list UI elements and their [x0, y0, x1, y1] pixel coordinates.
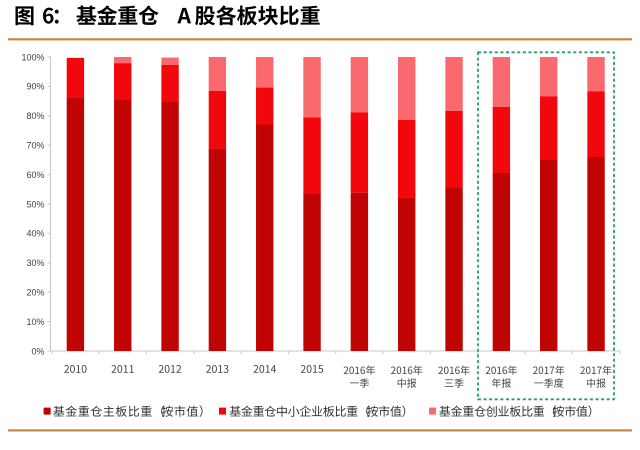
svg-text:20%: 20%	[26, 288, 44, 298]
svg-text:70%: 70%	[26, 141, 44, 151]
svg-text:90%: 90%	[26, 82, 44, 92]
svg-text:80%: 80%	[26, 111, 44, 121]
svg-text:50%: 50%	[26, 199, 44, 209]
svg-text:100%: 100%	[21, 52, 44, 62]
svg-text:40%: 40%	[26, 229, 44, 239]
svg-text:10%: 10%	[26, 317, 44, 327]
svg-text:30%: 30%	[26, 258, 44, 268]
svg-text:60%: 60%	[26, 170, 44, 180]
svg-text:0%: 0%	[31, 346, 44, 356]
